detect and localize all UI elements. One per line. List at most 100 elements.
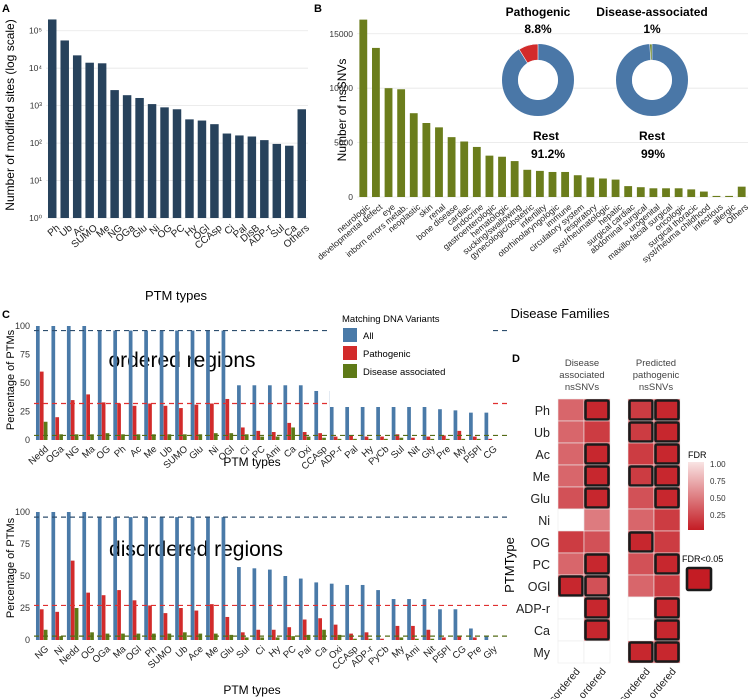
panel-c-bottom-xlabel: PTM types xyxy=(223,683,280,697)
panel-c-top-bar-disease xyxy=(105,433,110,440)
panel-a-bar xyxy=(297,109,307,218)
panel-c-top-bar-all xyxy=(82,326,87,440)
heatmap-cell xyxy=(627,398,655,422)
heatmap-significant-outline xyxy=(654,619,680,641)
panel-c-top-bar-pathogenic xyxy=(318,433,322,440)
heatmap-cell xyxy=(627,530,655,554)
panel-c-top-bar-disease xyxy=(461,438,466,440)
heatmap-row-label: PC xyxy=(533,558,550,572)
panel-c-top-xtick-label: Pal xyxy=(343,444,361,461)
panel-c-top-bar-pathogenic xyxy=(210,403,214,440)
heatmap-row-label: Glu xyxy=(531,492,551,506)
panel-a-bar xyxy=(110,90,119,218)
panel-c-top-bar-disease xyxy=(322,437,326,440)
heatmap-cell xyxy=(583,398,611,422)
panel-c-bottom-bar-pathogenic xyxy=(271,629,276,640)
panel-b-ytick-label: 15000 xyxy=(329,29,353,39)
panel-c-top-bar-all xyxy=(484,412,489,440)
panel-b-bar xyxy=(384,88,393,197)
panel-b-bar xyxy=(498,156,506,197)
heatmap-cell xyxy=(583,508,611,532)
panel-c-top-bar-disease xyxy=(74,434,79,440)
fdr-legend-colorbar xyxy=(688,462,704,530)
panel-c-bottom-bar-pathogenic xyxy=(117,590,121,640)
panel-c-top-bar-pathogenic xyxy=(225,398,230,440)
heatmap-significant-outline xyxy=(654,641,680,663)
panel-c-bottom-xtick-label: Pal xyxy=(296,644,314,661)
panel-a-bar xyxy=(97,63,107,218)
panel-c-top-bar-pathogenic xyxy=(411,437,415,440)
panel-c-bottom-bar-all xyxy=(376,590,380,640)
panel-c-bottom-bar-all xyxy=(97,517,102,640)
heatmap-group2-title-line3: nsSNVs xyxy=(639,382,674,393)
heatmap-row-label: Ub xyxy=(534,426,550,440)
panel-a-bar xyxy=(122,95,132,218)
panel-c-bottom-bar-all xyxy=(267,569,272,640)
panel-c-top-bar-disease xyxy=(90,434,94,440)
legend-title: Matching DNA Variants xyxy=(342,314,440,325)
panel-b-bar xyxy=(510,161,519,197)
panel-b-bar xyxy=(422,123,431,197)
panel-c-top-bar-pathogenic xyxy=(86,394,90,440)
panel-a-bar xyxy=(72,55,82,218)
legend-swatch-pathogenic xyxy=(343,346,357,360)
panel-c-bottom-bar-pathogenic xyxy=(55,611,60,640)
panel-c-bottom-xtick-label: OGa xyxy=(90,643,113,665)
panel-c-bottom-bar-disease xyxy=(399,637,404,640)
panel-c-bottom-bar-pathogenic xyxy=(287,627,292,640)
heatmap-cell xyxy=(653,420,681,444)
panel-a-bar xyxy=(247,136,257,218)
legend-swatch-all xyxy=(343,328,357,342)
panel-c-top-bar-all xyxy=(190,330,195,440)
heatmap-cell xyxy=(627,552,655,576)
panel-c-bottom-bar-all xyxy=(51,512,56,640)
panel-c-bottom-bar-all xyxy=(484,636,489,640)
panel-c-bottom-bar-disease xyxy=(198,633,203,640)
heatmap-column-label: ordered xyxy=(576,666,609,699)
panel-c-top-bar-all xyxy=(128,330,133,440)
donut-pathogenic-rest-label: Rest xyxy=(533,129,559,143)
panel-c-bottom-xtick-label: NG xyxy=(33,644,51,662)
panel-c-bottom-xtick-label: Ace xyxy=(186,644,206,663)
panel-c-bottom-bar-pathogenic xyxy=(210,604,214,640)
panel-c-top-xtick-label: OG xyxy=(94,444,112,462)
heatmap-significant-outline xyxy=(584,553,610,575)
panel-b-bar xyxy=(586,177,595,197)
panel-c-top-bar-pathogenic xyxy=(194,404,199,440)
legend-label-disease: Disease associated xyxy=(363,367,445,378)
fdr-sig-swatch xyxy=(685,566,713,592)
panel-c-top-ytick-label: 75 xyxy=(20,350,30,360)
legend-label-pathogenic: Pathogenic xyxy=(363,349,411,360)
heatmap-cell xyxy=(627,596,655,620)
panel-b-bar xyxy=(573,175,582,197)
heatmap-significant-outline xyxy=(584,619,610,641)
panel-b-bar xyxy=(372,47,380,197)
panel-b-bar xyxy=(737,186,746,197)
panel-c-top-bar-disease xyxy=(306,436,311,440)
heatmap-cell xyxy=(583,574,611,598)
heatmap-column-label: ordered xyxy=(646,666,679,699)
heatmap-cell xyxy=(557,552,585,576)
panel-c-bottom-ytick-label: 75 xyxy=(20,539,30,549)
heatmap-cell xyxy=(627,442,655,466)
panel-c-top-bar-pathogenic xyxy=(442,435,446,440)
panel-a-bar xyxy=(222,133,232,218)
heatmap-significant-outline xyxy=(628,421,654,443)
panel-c-top-bar-all xyxy=(360,395,365,440)
heatmap-row-label: Ca xyxy=(534,624,550,638)
panel-a-xlabel: PTM types xyxy=(145,288,208,303)
panel-c-bottom-bar-disease xyxy=(275,637,280,640)
panel-letter-d: D xyxy=(512,353,520,365)
donut-pathogenic-pct: 8.8% xyxy=(524,22,552,36)
panel-c-top-bar-pathogenic xyxy=(132,405,137,440)
heatmap-cell xyxy=(653,596,681,620)
panel-b-bar xyxy=(649,188,658,197)
panel-letter-b: B xyxy=(314,3,322,15)
panel-c-top-xlabel: PTM types xyxy=(223,455,280,469)
fdr-legend-tick: 0.50 xyxy=(710,494,726,503)
heatmap-row-label: Me xyxy=(533,470,550,484)
panel-c-bottom-bar-pathogenic xyxy=(194,610,199,640)
panel-c-bottom-bar-pathogenic xyxy=(364,632,369,640)
panel-b-bar xyxy=(674,188,683,197)
